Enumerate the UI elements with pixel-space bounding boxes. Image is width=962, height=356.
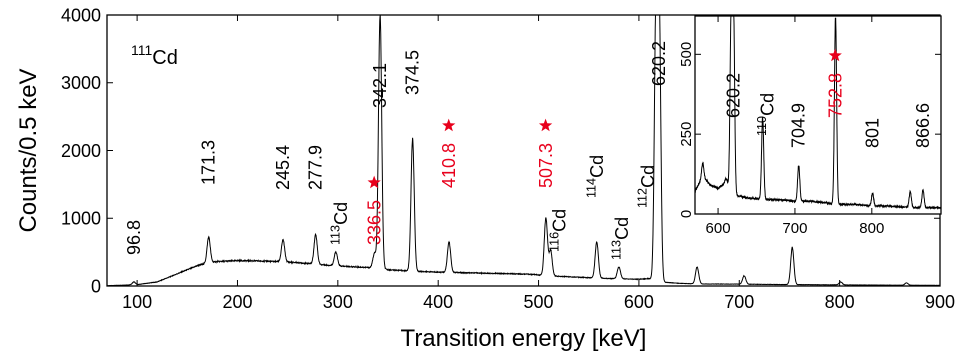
peak-energy-label: 866.6 xyxy=(913,103,933,148)
peak-energy-label: 171.3 xyxy=(199,140,219,185)
isotope-label: 110Cd xyxy=(755,93,777,136)
x-tick-label: 800 xyxy=(825,292,855,312)
isotope-mass: 116 xyxy=(547,232,561,252)
x-tick-label: 500 xyxy=(524,292,554,312)
isotope-symbol: Cd xyxy=(331,202,351,225)
peak-energy-label: 277.9 xyxy=(306,145,326,190)
x-tick-label: 800 xyxy=(859,220,884,237)
peak-energy-label: 410.8 xyxy=(439,143,459,188)
y-tick-label: 250 xyxy=(678,122,695,147)
plot-frame xyxy=(694,15,942,215)
isotope-symbol: Cd xyxy=(550,209,570,232)
main-plot: 100 200 300 400 500 600 700 800 900 0 1000 2000 3000… xyxy=(15,5,955,352)
new-transition-star xyxy=(828,48,842,62)
isotope-label: 113Cd xyxy=(610,217,632,260)
peak-energy-label: 374.5 xyxy=(403,50,423,95)
new-transition-star xyxy=(538,118,553,132)
y-tick-label: 2000 xyxy=(61,141,101,161)
isotope-label: 112Cd xyxy=(636,165,658,208)
x-tick-label: 100 xyxy=(122,292,152,312)
peak-energy-label: 620.2 xyxy=(724,73,744,118)
nucleus-mass: 111 xyxy=(131,42,152,58)
y-tick-label: 500 xyxy=(678,42,695,67)
isotope-symbol: Cd xyxy=(612,217,632,240)
x-tick-label: 200 xyxy=(222,292,252,312)
y-axis-title: Counts/0.5 keV xyxy=(15,68,42,232)
isotope-symbol: Cd xyxy=(638,165,658,188)
isotope-mass: 110 xyxy=(755,116,769,136)
x-axis-title: Transition energy [keV] xyxy=(401,325,647,352)
spectrum-line xyxy=(106,14,941,287)
new-transition-star xyxy=(442,118,456,132)
isotope-symbol: Cd xyxy=(757,93,777,116)
peak-energy-label: 336.5 xyxy=(364,200,384,245)
y-tick-label: 1000 xyxy=(61,209,101,229)
nucleus-label: 111Cd xyxy=(131,42,178,69)
isotope-label: 113Cd xyxy=(329,202,351,245)
isotope-symbol: Cd xyxy=(587,155,607,178)
x-tick-label: 300 xyxy=(323,292,353,312)
x-tick-label: 700 xyxy=(724,292,754,312)
spectrum-line xyxy=(694,15,942,210)
peak-energy-label: 245.4 xyxy=(273,145,293,190)
peak-energy-label: 801 xyxy=(863,118,883,148)
peak-energy-label: 620.2 xyxy=(649,41,669,86)
y-tick-label: 0 xyxy=(91,276,101,296)
x-tick-label: 600 xyxy=(706,220,731,237)
y-tick-label: 0 xyxy=(678,210,695,218)
isotope-mass: 112 xyxy=(636,188,650,208)
isotope-mass: 113 xyxy=(610,240,624,260)
peak-energy-label: 752.8 xyxy=(826,73,846,118)
y-tick-label: 4000 xyxy=(61,5,101,25)
x-tick-label: 700 xyxy=(782,220,807,237)
isotope-mass: 113 xyxy=(329,225,343,245)
new-transition-star xyxy=(367,175,381,189)
peak-energy-label: 342.1 xyxy=(370,63,390,108)
isotope-mass: 114 xyxy=(585,178,599,198)
peak-energy-label: 96.8 xyxy=(124,220,144,255)
x-tick-label: 400 xyxy=(423,292,453,312)
isotope-label: 116Cd xyxy=(547,209,569,252)
peak-energy-label: 507.3 xyxy=(536,143,556,188)
nucleus-symbol: Cd xyxy=(152,47,178,69)
inset-plot: 600 700 800 0 250 500 620.2 704.9 752.8 801 866.6 1… xyxy=(678,15,942,237)
isotope-label: 114Cd xyxy=(585,155,607,198)
y-tick-label: 3000 xyxy=(61,73,101,93)
x-tick-label: 900 xyxy=(925,292,955,312)
x-tick-label: 600 xyxy=(624,292,654,312)
peak-energy-label: 704.9 xyxy=(789,103,809,148)
